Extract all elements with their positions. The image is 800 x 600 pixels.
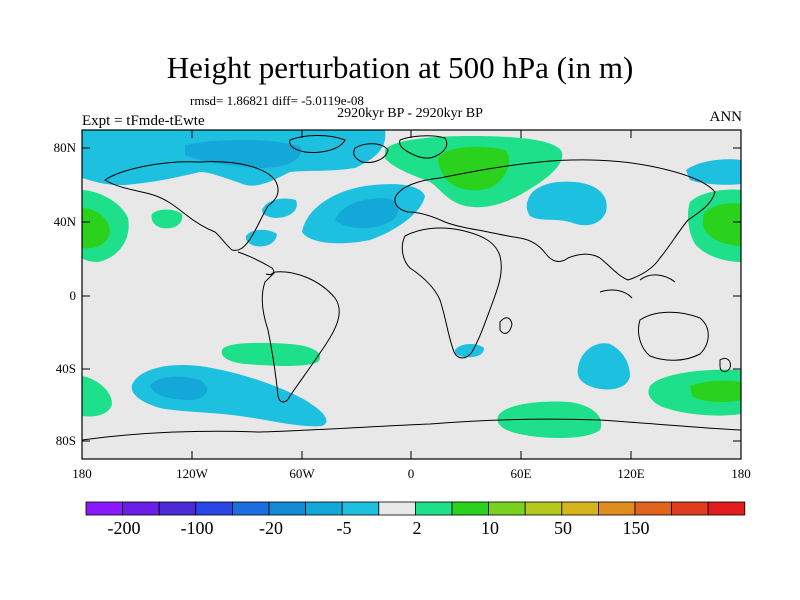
anomaly-region-asia-negative: [526, 181, 607, 226]
anomaly-region-south-pacific-east-core: [690, 380, 741, 403]
colorbar-swatch: [231, 501, 270, 516]
colorbar-label: -100: [180, 518, 214, 538]
colorbar-swatch: [158, 501, 197, 516]
y-tick-label: 80S: [55, 433, 76, 448]
colorbar-swatch: [378, 501, 416, 516]
colorbar-swatch: [451, 501, 489, 516]
y-tick-label: 0: [69, 288, 77, 303]
anomaly-region-nw-pacific-core: [702, 203, 741, 246]
x-tick-label: 0: [407, 466, 415, 481]
axis-ticks: [81, 130, 742, 459]
colorbar-swatch: [341, 501, 380, 516]
colorbar-swatch: [268, 501, 306, 516]
y-tick-label: 40S: [55, 361, 76, 376]
anomaly-region-south-africa-negative: [454, 344, 484, 358]
colorbar-swatch: [122, 501, 160, 516]
colorbar-swatch: [634, 501, 672, 516]
anomaly-fields: [82, 130, 741, 441]
colorbar-swatch: [85, 501, 123, 516]
y-tick-label: 80N: [53, 140, 76, 155]
colorbar-swatch: [598, 501, 636, 516]
x-tick-label: 180: [72, 466, 92, 481]
x-tick-label: 120W: [176, 466, 208, 481]
colorbar-label: -5: [336, 518, 352, 538]
colorbar-label: 50: [554, 518, 572, 538]
colorbar-swatch: [195, 501, 233, 516]
colorbar-swatch: [414, 501, 453, 516]
stats-text: rmsd= 1.86821 diff= -5.0119e-08: [190, 93, 364, 108]
anomaly-region-south-pacific-core: [150, 376, 207, 400]
anomaly-region-arctic-core: [185, 139, 301, 168]
anomaly-region-europe-core: [438, 146, 510, 191]
x-tick-label: 120E: [617, 466, 645, 481]
x-tick-label: 180: [731, 466, 751, 481]
colorbar-swatch: [524, 501, 563, 516]
colorbar-swatch: [561, 501, 599, 516]
season-label: ANN: [709, 109, 743, 125]
x-tick-label: 60W: [289, 466, 315, 481]
experiment-label: Expt = tFmde-tEwte: [82, 113, 205, 129]
anomaly-region-south-west-positive: [82, 376, 112, 417]
colorbar: [85, 501, 746, 516]
anomaly-region-southern-ocean-positive: [497, 401, 602, 438]
x-tick-label: 60E: [510, 466, 532, 481]
anomaly-region-pacific-ne-negative: [686, 159, 741, 185]
y-tick-label: 40N: [53, 214, 76, 229]
anomaly-region-south-atlantic-positive: [221, 342, 321, 366]
colorbar-label: 10: [481, 518, 499, 538]
colorbar-swatch: [707, 501, 746, 516]
chart-title: Height perturbation at 500 hPa (in m): [166, 50, 634, 85]
anomaly-region-ne-pacific-core: [82, 208, 110, 249]
colorbar-label: 2: [412, 518, 422, 538]
anomaly-region-indian-negative: [577, 343, 630, 390]
colorbar-swatch: [305, 501, 343, 516]
period-text: 2920kyr BP - 2920kyr BP: [337, 106, 483, 121]
anomaly-region-pacific-small-positive: [151, 209, 183, 229]
colorbar-label: 150: [622, 518, 650, 538]
anomaly-region-atlantic-core: [335, 198, 399, 229]
colorbar-label: -200: [107, 518, 141, 538]
colorbar-swatch: [488, 501, 526, 516]
colorbar-swatch: [671, 501, 709, 516]
coastlines: [82, 135, 741, 441]
colorbar-label: -20: [259, 518, 283, 538]
